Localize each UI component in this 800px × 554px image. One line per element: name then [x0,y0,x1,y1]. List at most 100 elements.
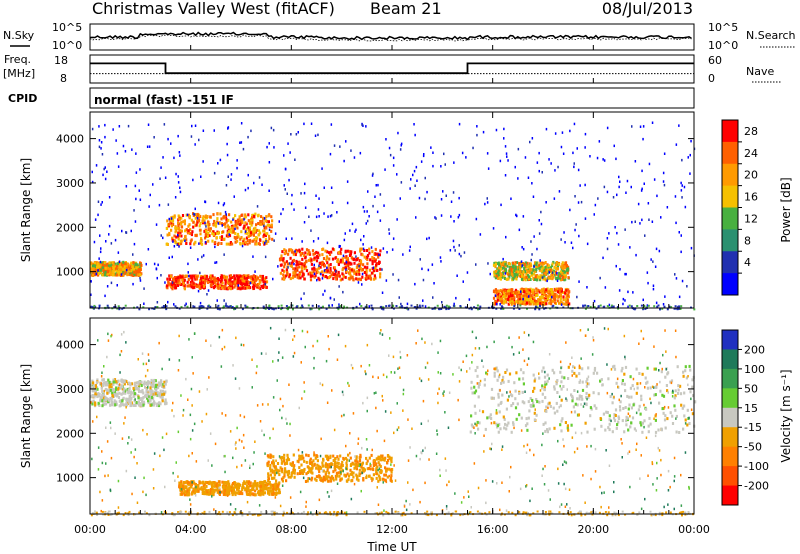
data-cell [234,283,237,287]
data-cell [232,230,235,234]
data-cell [115,386,118,390]
data-cell [121,307,124,310]
data-cell [584,146,586,149]
data-cell [529,297,532,301]
data-cell [359,263,362,267]
data-cell [557,274,560,278]
data-cell [635,253,637,257]
data-cell [247,173,249,177]
data-cell [350,149,352,152]
data-cell [109,388,112,392]
data-cell [567,291,570,295]
data-cell [202,215,205,219]
data-cell [211,274,214,278]
data-cell [292,252,295,256]
data-cell [215,232,218,235]
data-cell [198,305,201,308]
data-cell [132,282,134,286]
data-cell [221,281,224,285]
data-cell [285,260,288,264]
data-cell [339,478,342,482]
data-cell [130,269,133,273]
data-cell [552,269,555,273]
data-cell [519,275,522,278]
data-cell [255,275,258,279]
data-cell [315,259,319,263]
data-cell [147,383,150,387]
data-cell [321,461,324,465]
data-cell [597,197,599,200]
data-cell [347,474,351,478]
data-cell [264,307,267,310]
data-cell [535,265,538,269]
data-cell [259,274,262,278]
data-cell [257,213,260,217]
data-cell [98,139,101,142]
data-cell [242,482,245,486]
data-cell [526,290,529,294]
data-cell [160,274,162,277]
data-cell [334,275,337,279]
data-cell [500,203,502,207]
data-cell [113,390,117,394]
data-cell [516,214,518,218]
data-cell [458,213,461,217]
data-cell [332,273,335,277]
data-cell [280,469,283,473]
data-cell [331,257,335,261]
data-cell [330,123,333,126]
data-cell [228,280,231,284]
data-cell [259,220,262,223]
data-cell [176,226,179,230]
data-cell [247,485,250,489]
data-cell [338,474,341,478]
data-cell [628,304,631,307]
data-cell [528,295,530,298]
data-cell [161,399,164,403]
data-cell [458,196,460,200]
data-cell [120,268,123,272]
data-cell [541,267,544,271]
data-cell [248,238,252,242]
data-cell [640,423,643,427]
data-cell [327,263,330,267]
data-cell [350,462,353,466]
data-cell [412,173,414,177]
data-cell [495,291,498,295]
data-cell [239,241,242,245]
data-cell [216,220,219,224]
freq-tick-bottom: 8 [60,72,67,85]
data-cell [243,224,246,228]
data-cell [206,215,209,218]
data-cell [263,224,265,228]
data-cell [585,380,588,384]
data-cell [494,269,497,273]
data-cell [414,184,416,187]
data-cell [353,156,356,159]
data-cell [330,475,334,479]
data-cell [520,289,523,293]
data-cell [284,251,287,255]
data-cell [279,456,282,460]
data-cell [256,276,259,280]
data-cell [224,278,227,282]
data-cell [321,253,324,257]
data-cell [280,304,283,307]
data-cell [288,273,292,277]
data-cell [538,232,541,235]
data-cell [240,282,243,285]
freq-panel: Freq. [MHz] 18 8 60 0 Nave [3,53,782,85]
data-cell [521,300,524,304]
data-cell [134,382,137,386]
data-cell [195,489,198,493]
data-cell [348,250,351,254]
data-cell [547,276,550,280]
data-cell [589,406,592,410]
data-cell [579,184,581,187]
data-cell [559,296,562,300]
data-cell [166,219,169,223]
data-cell [252,229,255,233]
data-cell [505,277,508,281]
data-cell [213,232,217,236]
data-cell [303,122,305,126]
